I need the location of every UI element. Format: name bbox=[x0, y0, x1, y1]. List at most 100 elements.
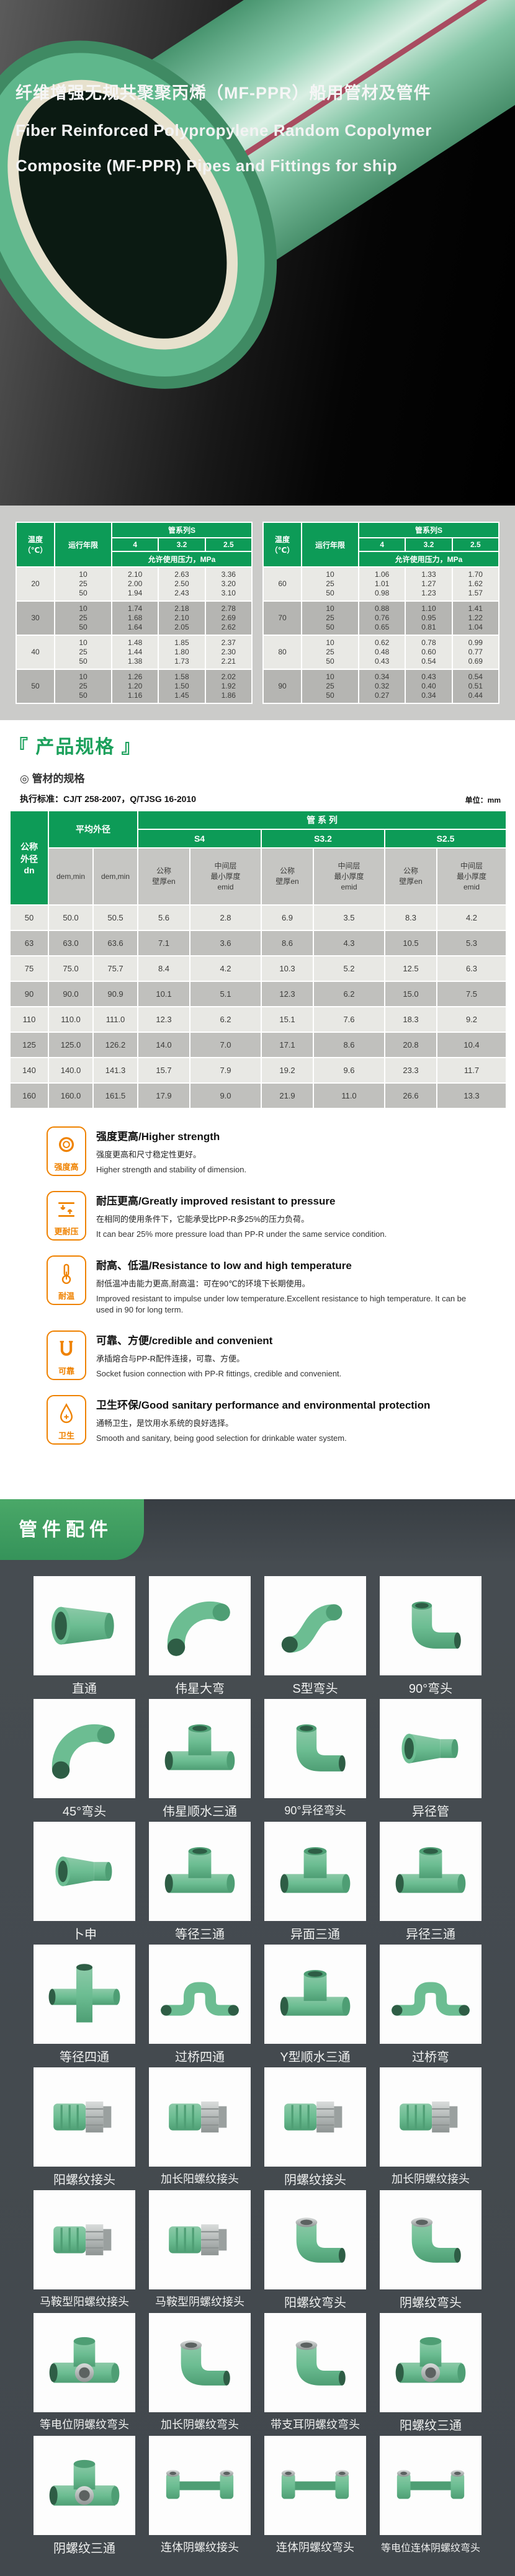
temperature-cell: 40 bbox=[16, 635, 55, 670]
spec-cell: 50.0 bbox=[48, 904, 94, 931]
temperature-cell: 80 bbox=[262, 635, 302, 670]
fitting-label: 阴螺纹弯头 bbox=[400, 2296, 462, 2310]
fitting-image-card bbox=[34, 2190, 135, 2289]
spec-cell: 10.5 bbox=[384, 930, 437, 956]
years-cell: 10 25 50 bbox=[54, 566, 112, 602]
union-fitting-icon bbox=[390, 2080, 471, 2154]
fitting-label: 等径三通 bbox=[175, 1927, 225, 1941]
fitting-item: 马鞍型阴螺纹接头 bbox=[149, 2190, 251, 2313]
elbowm-fitting-icon bbox=[275, 2325, 356, 2400]
feature-content: 强度更高/Higher strength 强度更高和尺寸稳定性更好。 Higher … bbox=[96, 1126, 246, 1176]
spec-cell: 4.3 bbox=[313, 930, 385, 956]
spec-cell: 90 bbox=[9, 981, 49, 1007]
spec-cell: 8.6 bbox=[261, 930, 314, 956]
feature-title: 强度更高/Higher strength bbox=[96, 1131, 220, 1143]
feature-description-en: It can bear 25% more pressure load than … bbox=[96, 1229, 387, 1239]
pressure-icon bbox=[54, 1196, 79, 1223]
col-allowed-pressure: 允许使用压力，MPa bbox=[358, 551, 499, 568]
fitting-label: S型弯头 bbox=[292, 1682, 338, 1696]
spec-cell: 90.9 bbox=[92, 981, 138, 1007]
fitting-image-card bbox=[149, 2436, 251, 2535]
fitting-item: 连体阴螺纹接头 bbox=[149, 2436, 251, 2559]
reducer-fitting-icon bbox=[390, 1711, 471, 1786]
spec-cell: 21.9 bbox=[261, 1082, 314, 1109]
fitting-label: 阳螺纹弯头 bbox=[284, 2296, 346, 2310]
spec-cell: 140 bbox=[9, 1057, 49, 1084]
fitting-label: 异径三通 bbox=[406, 1927, 455, 1941]
spec-cell: 15.0 bbox=[384, 981, 437, 1007]
spec-cell: 17.9 bbox=[137, 1082, 190, 1109]
feature-description-en: Socket fusion connection with PP-R fitti… bbox=[96, 1369, 342, 1378]
tee-fitting-icon bbox=[390, 1834, 471, 1909]
pipe-spec-table: 公称 外径 dn 平均外径管 系 列 S4 S3.2 S2.5 dem,min dem,min 公… bbox=[9, 810, 507, 1109]
spec-cell: 4.2 bbox=[189, 955, 262, 982]
feature-item: 耐温 耐高、低温/Resistance to low and high tempe… bbox=[47, 1255, 515, 1316]
fitting-image-card bbox=[380, 2067, 481, 2167]
col-series-value: S2.5 bbox=[384, 829, 507, 849]
union-fitting-icon bbox=[159, 2080, 240, 2154]
sanitary-icon bbox=[54, 1400, 79, 1427]
fitting-image-card bbox=[264, 2190, 366, 2289]
fitting-image-card bbox=[380, 1576, 481, 1675]
spec-cell: 63.6 bbox=[92, 930, 138, 956]
spec-cell: 8.4 bbox=[137, 955, 190, 982]
fitting-image-card bbox=[34, 2067, 135, 2167]
col-mid-layer-min-thickness: 中间层 最小厚度 emid bbox=[313, 847, 385, 906]
teem-fitting-icon bbox=[390, 2325, 471, 2400]
fitting-item: 过桥四通 bbox=[149, 1945, 251, 2067]
coupling-fitting-icon bbox=[44, 1589, 125, 1663]
fitting-label: 直通 bbox=[72, 1682, 97, 1696]
pressure-value-cell: 1.48 1.44 1.38 bbox=[110, 635, 159, 670]
fitting-image-card bbox=[380, 1945, 481, 2044]
feature-icon-box: 卫生 bbox=[47, 1395, 86, 1445]
col-series-value: 4 bbox=[357, 537, 406, 552]
spec-cell: 7.0 bbox=[189, 1032, 262, 1058]
spec-cell: 6.2 bbox=[189, 1006, 262, 1033]
fitting-label: 90°弯头 bbox=[408, 1682, 453, 1696]
feature-badge: 耐温 bbox=[58, 1291, 74, 1301]
spec-row: 125 125.0 126.2 14.0 7.0 17.1 8.6 20.8 10.4 bbox=[9, 1032, 507, 1058]
pressure-value-cell: 0.34 0.32 0.27 bbox=[357, 669, 406, 704]
temperature-cell: 30 bbox=[16, 600, 55, 636]
col-temperature: 温度（℃） bbox=[16, 522, 55, 568]
spec-row: 140 140.0 141.3 15.7 7.9 19.2 9.6 23.3 11.7 bbox=[9, 1057, 507, 1084]
spec-cell: 125 bbox=[9, 1032, 49, 1058]
fitting-item: 伟星顺水三通 bbox=[149, 1699, 251, 1822]
spec-cell: 160 bbox=[9, 1082, 49, 1109]
fitting-item: 直通 bbox=[34, 1576, 135, 1699]
pressure-value-cell: 3.36 3.20 3.10 bbox=[204, 566, 253, 602]
reliable-icon bbox=[54, 1335, 79, 1363]
elbowm-fitting-icon bbox=[275, 2203, 356, 2277]
fitting-image-card bbox=[380, 2190, 481, 2289]
feature-description-en: Improved resistant to impulse under low … bbox=[96, 1294, 467, 1314]
unit-label: 单位：mm bbox=[465, 796, 501, 804]
spec-cell: 7.6 bbox=[313, 1006, 385, 1033]
fittings-section: 管件配件 直通 伟星大弯 S型弯头 90°弯头 45°弯头 伟星顺水三通 90°异径弯头 异径… bbox=[0, 1499, 515, 2576]
fitting-image-card bbox=[34, 1945, 135, 2044]
feature-content: 耐高、低温/Resistance to low and high tempera… bbox=[96, 1255, 481, 1316]
spec-cell: 5.6 bbox=[137, 904, 190, 931]
col-dem-min: dem,min bbox=[92, 847, 138, 906]
feature-badge: 更耐压 bbox=[54, 1227, 79, 1236]
spec-row: 90 90.0 90.9 10.1 5.1 12.3 6.2 15.0 7.5 bbox=[9, 981, 507, 1007]
pressure-table-high-temp: 温度（℃） 运行年限 管系列S 4 3.2 2.5 允许使用压力，MPa 60 10 25 50 1.… bbox=[262, 522, 500, 704]
feature-description-zh: 在相同的使用条件下，它能承受比PP-R多25%的压力负荷。 bbox=[96, 1214, 310, 1224]
fitting-item: 马鞍型阳螺纹接头 bbox=[34, 2190, 135, 2313]
col-nominal-outer-diameter: 公称 外径 dn bbox=[9, 810, 49, 906]
spec-cell: 20.8 bbox=[384, 1032, 437, 1058]
fitting-item: 90°弯头 bbox=[380, 1576, 481, 1699]
pressure-value-cell: 0.54 0.51 0.44 bbox=[451, 669, 500, 704]
tee-fitting-icon bbox=[159, 1711, 240, 1786]
spec-cell: 7.1 bbox=[137, 930, 190, 956]
fitting-item: 等径四通 bbox=[34, 1945, 135, 2067]
tee-fitting-icon bbox=[275, 1834, 356, 1909]
pressure-value-cell: 2.18 2.10 2.05 bbox=[158, 600, 206, 636]
fitting-image-card bbox=[149, 2190, 251, 2289]
fitting-image-card bbox=[264, 1822, 366, 1921]
bridge-fitting-icon bbox=[159, 1957, 240, 2031]
spec-row: 160 160.0 161.5 17.9 9.0 21.9 11.0 26.6 13.3 bbox=[9, 1082, 507, 1109]
fitting-image-card bbox=[34, 1822, 135, 1921]
spec-cell: 10.4 bbox=[436, 1032, 507, 1058]
fitting-image-card bbox=[380, 2436, 481, 2535]
fitting-label: 伟星大弯 bbox=[175, 1682, 225, 1696]
